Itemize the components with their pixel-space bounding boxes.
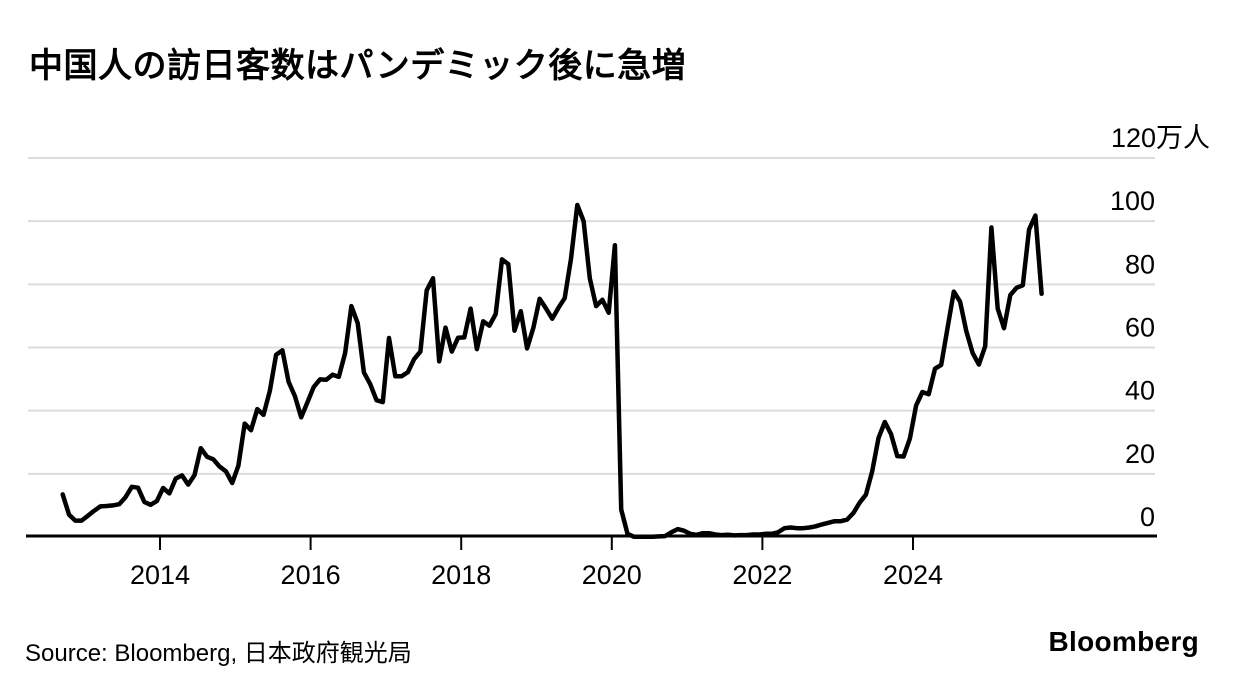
x-axis-tick-label: 2018 — [431, 560, 491, 590]
y-axis-tick-label: 40 — [1125, 376, 1155, 406]
x-axis-tick-label: 2024 — [883, 560, 943, 590]
visitors-data-line — [60, 202, 1044, 539]
y-axis-tick-label: 100 — [1110, 186, 1155, 216]
x-axis-tick-label: 2020 — [582, 560, 642, 590]
y-axis-tick-label: 120万人 — [1111, 123, 1210, 153]
y-axis-tick-label: 60 — [1125, 312, 1155, 342]
x-axis-tick-label: 2022 — [732, 560, 792, 590]
chart-title: 中国人の訪日客数はパンデミック後に急増 — [29, 47, 687, 85]
y-axis-tick-label: 80 — [1125, 249, 1155, 279]
x-axis-tick-label: 2016 — [281, 560, 341, 590]
source-text: Source: Bloomberg, 日本政府観光局 — [25, 640, 412, 667]
y-axis-tick-label: 0 — [1140, 502, 1155, 532]
x-axis-tick-label: 2014 — [130, 560, 190, 590]
y-axis-tick-label: 20 — [1125, 439, 1155, 469]
bloomberg-logo: Bloomberg — [1048, 626, 1199, 657]
